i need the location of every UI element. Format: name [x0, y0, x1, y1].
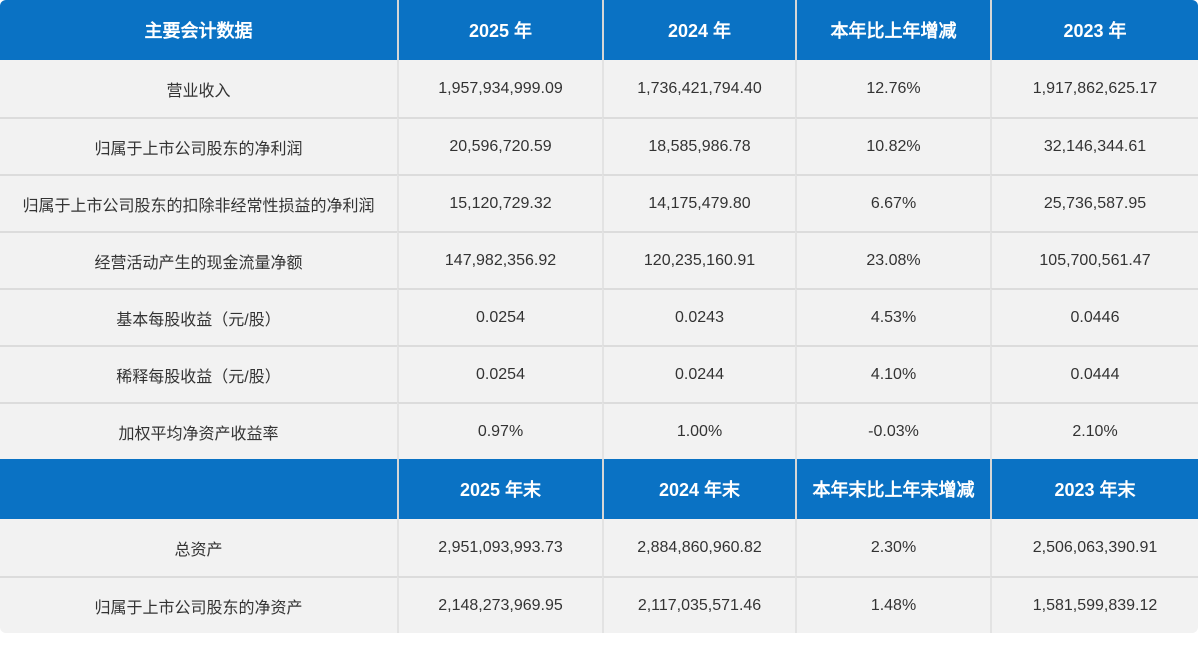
- value-cell: -0.03%: [795, 402, 990, 459]
- table-row: 总资产 2,951,093,993.73 2,884,860,960.82 2.30%…: [0, 519, 1198, 576]
- value-cell: 0.0254: [397, 345, 602, 402]
- table-row: 基本每股收益（元/股） 0.0254 0.0243 4.53% 0.0446: [0, 288, 1198, 345]
- column-header-cell: 2025 年末: [397, 459, 602, 519]
- value-cell: 0.0244: [602, 345, 795, 402]
- key-accounting-data-table-wrap: 主要会计数据 2025 年 2024 年本年比上年增减 2023 年营业收入 1,957…: [0, 0, 1198, 633]
- table-row: 营业收入 1,957,934,999.09 1,736,421,794.40 12.7…: [0, 60, 1198, 117]
- value-cell: 14,175,479.80: [602, 174, 795, 231]
- value-cell: 25,736,587.95: [990, 174, 1198, 231]
- value-cell: 120,235,160.91: [602, 231, 795, 288]
- column-header-cell: 2023 年末: [990, 459, 1198, 519]
- row-label-cell: 归属于上市公司股东的扣除非经常性损益的净利润: [0, 174, 397, 231]
- row-label-cell: 经营活动产生的现金流量净额: [0, 231, 397, 288]
- table-row: 归属于上市公司股东的扣除非经常性损益的净利润 15,120,729.32 14,17…: [0, 174, 1198, 231]
- table-body: 主要会计数据 2025 年 2024 年本年比上年增减 2023 年营业收入 1,957…: [0, 0, 1198, 633]
- value-cell: 0.0243: [602, 288, 795, 345]
- value-cell: 32,146,344.61: [990, 117, 1198, 174]
- column-header-cell: 2025 年: [397, 0, 602, 60]
- row-label-cell: 基本每股收益（元/股）: [0, 288, 397, 345]
- value-cell: 12.76%: [795, 60, 990, 117]
- value-cell: 15,120,729.32: [397, 174, 602, 231]
- value-cell: 1,917,862,625.17: [990, 60, 1198, 117]
- table-row: 加权平均净资产收益率 0.97% 1.00% -0.03% 2.10%: [0, 402, 1198, 459]
- row-label-cell: 总资产: [0, 519, 397, 576]
- value-cell: 2,506,063,390.91: [990, 519, 1198, 576]
- row-label-cell: 加权平均净资产收益率: [0, 402, 397, 459]
- value-cell: 0.0254: [397, 288, 602, 345]
- column-header-cell: 本年末比上年末增减: [795, 459, 990, 519]
- value-cell: 18,585,986.78: [602, 117, 795, 174]
- value-cell: 0.0446: [990, 288, 1198, 345]
- value-cell: 0.97%: [397, 402, 602, 459]
- column-header-cell: 2024 年: [602, 0, 795, 60]
- value-cell: 105,700,561.47: [990, 231, 1198, 288]
- key-accounting-data-table: 主要会计数据 2025 年 2024 年本年比上年增减 2023 年营业收入 1,957…: [0, 0, 1198, 633]
- value-cell: 1,581,599,839.12: [990, 576, 1198, 633]
- value-cell: 2,117,035,571.46: [602, 576, 795, 633]
- value-cell: 2.10%: [990, 402, 1198, 459]
- value-cell: 4.10%: [795, 345, 990, 402]
- table-row: 归属于上市公司股东的净利润 20,596,720.59 18,585,986.78 1…: [0, 117, 1198, 174]
- value-cell: 20,596,720.59: [397, 117, 602, 174]
- row-label-cell: 归属于上市公司股东的净利润: [0, 117, 397, 174]
- value-cell: 2.30%: [795, 519, 990, 576]
- table-row: 归属于上市公司股东的净资产 2,148,273,969.95 2,117,035,5…: [0, 576, 1198, 633]
- row-label-cell: 归属于上市公司股东的净资产: [0, 576, 397, 633]
- value-cell: 2,148,273,969.95: [397, 576, 602, 633]
- row-label-cell: 稀释每股收益（元/股）: [0, 345, 397, 402]
- column-header-cell: 2024 年末: [602, 459, 795, 519]
- value-cell: 10.82%: [795, 117, 990, 174]
- value-cell: 0.0444: [990, 345, 1198, 402]
- column-header-cell: 本年比上年增减: [795, 0, 990, 60]
- value-cell: 1,736,421,794.40: [602, 60, 795, 117]
- value-cell: 1,957,934,999.09: [397, 60, 602, 117]
- column-header-cell: 2023 年: [990, 0, 1198, 60]
- section-0-header-row: 主要会计数据 2025 年 2024 年本年比上年增减 2023 年: [0, 0, 1198, 60]
- value-cell: 1.48%: [795, 576, 990, 633]
- value-cell: 1.00%: [602, 402, 795, 459]
- value-cell: 2,884,860,960.82: [602, 519, 795, 576]
- section-1-header-row: 2025 年末 2024 年末 本年末比上年末增减 2023 年末: [0, 459, 1198, 519]
- value-cell: 23.08%: [795, 231, 990, 288]
- row-label-cell: 营业收入: [0, 60, 397, 117]
- value-cell: 6.67%: [795, 174, 990, 231]
- row-label-header-cell: 主要会计数据: [0, 0, 397, 60]
- row-label-header-cell: [0, 459, 397, 519]
- value-cell: 2,951,093,993.73: [397, 519, 602, 576]
- table-row: 稀释每股收益（元/股） 0.0254 0.0244 4.10% 0.0444: [0, 345, 1198, 402]
- table-row: 经营活动产生的现金流量净额 147,982,356.92 120,235,160.9…: [0, 231, 1198, 288]
- value-cell: 147,982,356.92: [397, 231, 602, 288]
- value-cell: 4.53%: [795, 288, 990, 345]
